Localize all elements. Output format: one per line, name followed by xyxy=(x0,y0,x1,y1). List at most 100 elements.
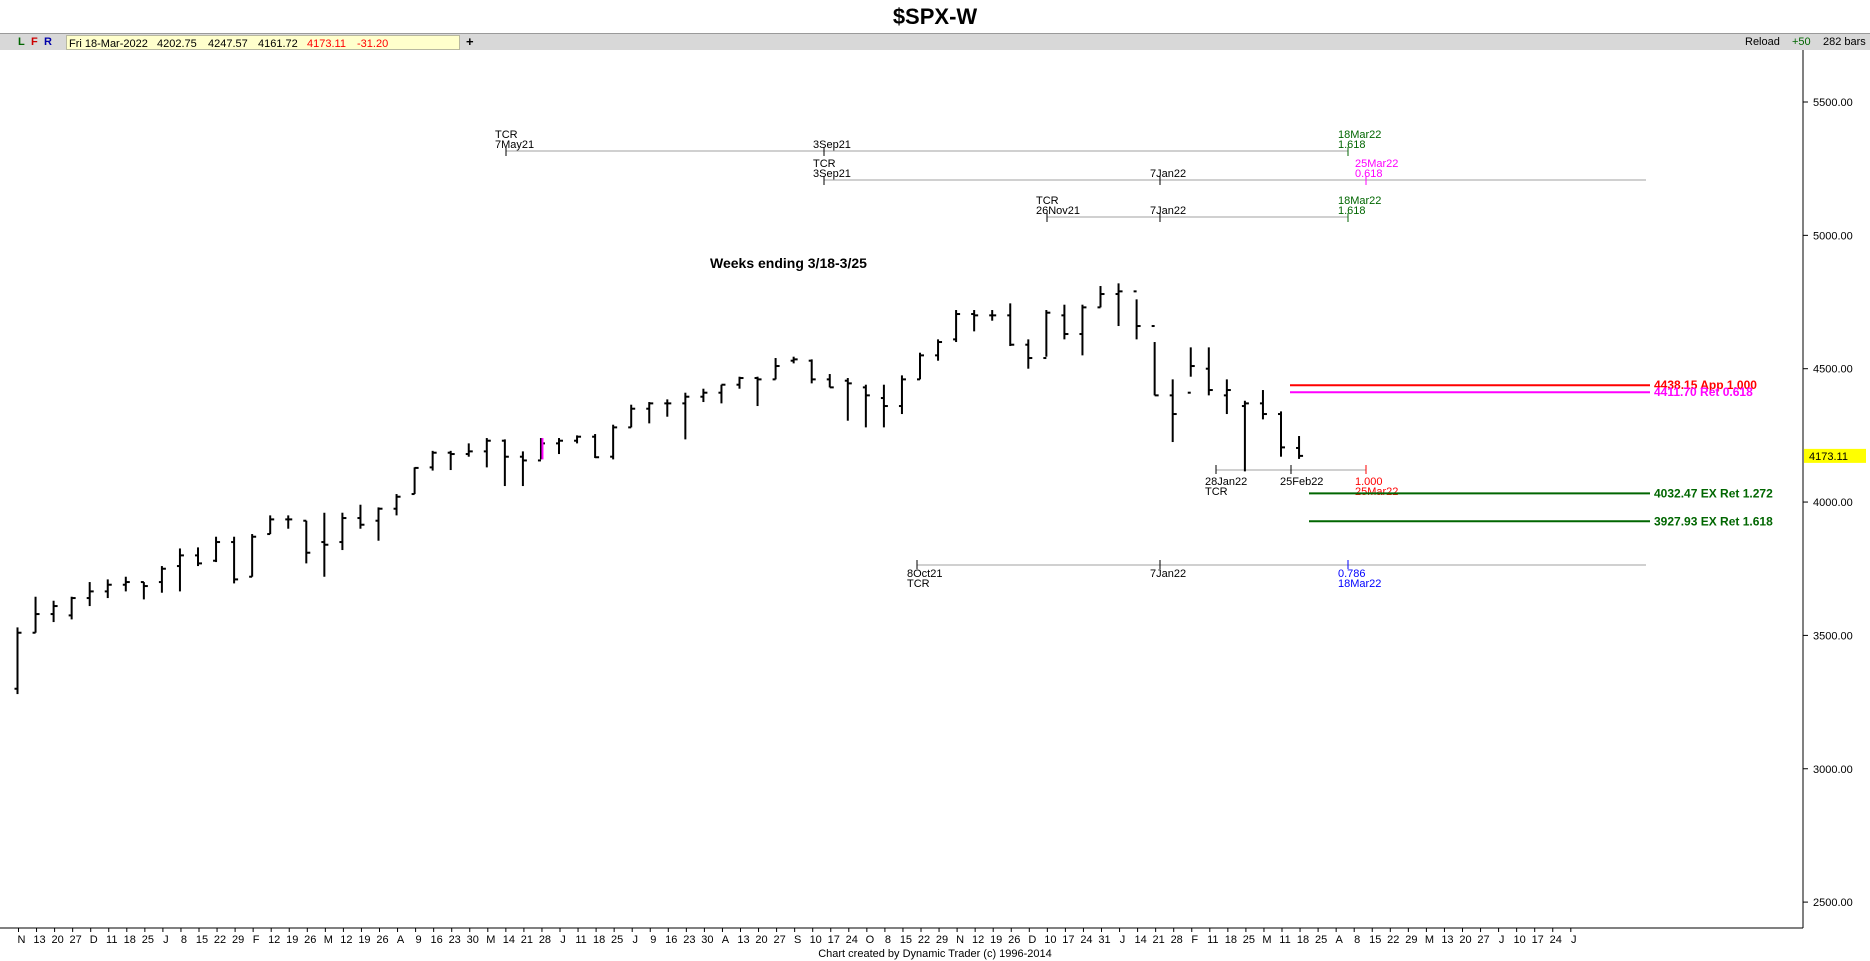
footer-credit: Chart created by Dynamic Trader (c) 1996… xyxy=(818,948,1052,960)
y-axis: 5500.00 5000.00 4500.00 4000.00 3500.00 3000.… xyxy=(1803,97,1866,909)
x-axis: N 13 20 27 D 11 18 25 J 8 15 22 29 F 12 19 26 M 12 19 26 A 9 16… xyxy=(18,928,1577,946)
x-tick-label: 13 xyxy=(737,934,749,946)
add-button[interactable]: + xyxy=(466,34,474,49)
low-value: 4161.72 xyxy=(258,38,298,50)
level-label: 4411.70 Ret 0.618 xyxy=(1654,385,1753,399)
date-label: 7May21 xyxy=(495,139,534,151)
r-button[interactable]: R xyxy=(44,36,52,48)
y-tick-label: 4000.00 xyxy=(1813,497,1853,509)
ratio-label: 1.618 xyxy=(1338,205,1366,217)
x-tick-label: 15 xyxy=(196,934,208,946)
x-tick-label: 22 xyxy=(214,934,226,946)
x-tick-label: 29 xyxy=(1405,934,1417,946)
x-tick-label: 10 xyxy=(1514,934,1526,946)
x-tick-label: F xyxy=(1191,934,1198,946)
x-tick-label: J xyxy=(560,934,566,946)
date-label: 18Mar22 xyxy=(1338,578,1381,590)
date-label: 8Oct21 xyxy=(907,568,942,580)
tcr-label: TCR xyxy=(1036,195,1059,207)
x-tick-label: 31 xyxy=(1098,934,1110,946)
ratio-label: 1.618 xyxy=(1338,139,1366,151)
x-tick-label: 8 xyxy=(181,934,187,946)
x-tick-label: 16 xyxy=(665,934,677,946)
x-tick-label: 30 xyxy=(467,934,479,946)
x-tick-label: A xyxy=(397,934,405,946)
level-label: 3927.93 EX Ret 1.618 xyxy=(1654,514,1773,528)
x-tick-label: 12 xyxy=(268,934,280,946)
x-tick-label: 8 xyxy=(1354,934,1360,946)
x-tick-label: J xyxy=(1120,934,1126,946)
x-tick-label: 27 xyxy=(773,934,785,946)
x-tick-label: 15 xyxy=(900,934,912,946)
tcr-label: TCR xyxy=(813,158,836,170)
bar-date: Fri 18-Mar-2022 xyxy=(69,38,148,50)
x-tick-label: N xyxy=(18,934,26,946)
y-tick-label: 2500.00 xyxy=(1813,897,1853,909)
x-tick-label: D xyxy=(90,934,98,946)
last-price-tag xyxy=(1804,448,1866,463)
info-toolbar: L F R Fri 18-Mar-2022 4202.75 4247.57 41… xyxy=(0,33,1870,51)
x-tick-label: 17 xyxy=(1062,934,1074,946)
reload-button[interactable]: Reload xyxy=(1745,36,1780,48)
ohlc-readout: Fri 18-Mar-2022 4202.75 4247.57 4161.72 … xyxy=(66,35,460,50)
y-tick-label: 5000.00 xyxy=(1813,230,1853,242)
price-bars xyxy=(14,283,1304,695)
change-value: -31.20 xyxy=(357,38,389,50)
x-tick-label: 12 xyxy=(340,934,352,946)
date-label: 3Sep21 xyxy=(813,168,851,180)
x-tick-label: 21 xyxy=(521,934,533,946)
date-label: 26Nov21 xyxy=(1036,205,1080,217)
x-tick-label: F xyxy=(253,934,260,946)
tcr-label: TCR xyxy=(495,129,518,141)
x-tick-label: M xyxy=(1262,934,1271,946)
chart-title-bar: $SPX-W xyxy=(0,0,1870,33)
x-tick-label: 18 xyxy=(124,934,136,946)
x-tick-label: 15 xyxy=(1369,934,1381,946)
plot-frame xyxy=(0,50,1804,929)
date-label: 18Mar22 xyxy=(1338,129,1381,141)
date-label: 18Mar22 xyxy=(1338,195,1381,207)
x-tick-label: A xyxy=(1335,934,1343,946)
x-tick-label: 25 xyxy=(611,934,623,946)
date-label: 28Jan22 xyxy=(1205,476,1247,488)
x-tick-label: J xyxy=(632,934,638,946)
x-tick-label: 20 xyxy=(51,934,63,946)
chart-title: $SPX-W xyxy=(892,4,978,29)
x-tick-label: J xyxy=(1499,934,1505,946)
x-tick-label: 24 xyxy=(1550,934,1562,946)
l-button[interactable]: L xyxy=(18,36,25,48)
x-tick-label: 26 xyxy=(376,934,388,946)
x-tick-label: J xyxy=(163,934,169,946)
x-tick-label: 20 xyxy=(1459,934,1471,946)
x-tick-label: M xyxy=(1425,934,1434,946)
x-tick-label: 18 xyxy=(1225,934,1237,946)
x-tick-label: 19 xyxy=(990,934,1002,946)
x-tick-label: 10 xyxy=(810,934,822,946)
x-tick-label: 25 xyxy=(1243,934,1255,946)
plus50-button[interactable]: +50 xyxy=(1792,36,1811,48)
y-tick-label: 3000.00 xyxy=(1813,764,1853,776)
x-tick-label: 11 xyxy=(575,934,586,946)
level-label: 4032.47 EX Ret 1.272 xyxy=(1654,486,1773,500)
x-tick-label: 11 xyxy=(1279,934,1290,946)
x-tick-label: 9 xyxy=(416,934,422,946)
x-tick-label: S xyxy=(794,934,801,946)
x-tick-label: N xyxy=(956,934,964,946)
x-tick-label: 23 xyxy=(449,934,461,946)
x-tick-label: 28 xyxy=(539,934,551,946)
tcr-label: TCR xyxy=(907,578,930,590)
bar-count: 282 bars xyxy=(1823,36,1866,48)
x-tick-label: 11 xyxy=(1207,934,1218,946)
x-tick-label: J xyxy=(1571,934,1577,946)
f-button[interactable]: F xyxy=(31,36,38,48)
x-tick-label: 16 xyxy=(431,934,443,946)
x-tick-label: M xyxy=(486,934,495,946)
x-tick-label: 10 xyxy=(1044,934,1056,946)
level-label: 4438.15 App 1.000 xyxy=(1654,378,1757,392)
x-tick-label: 24 xyxy=(846,934,858,946)
x-tick-label: 14 xyxy=(503,934,515,946)
ratio-label: 0.618 xyxy=(1355,168,1383,180)
